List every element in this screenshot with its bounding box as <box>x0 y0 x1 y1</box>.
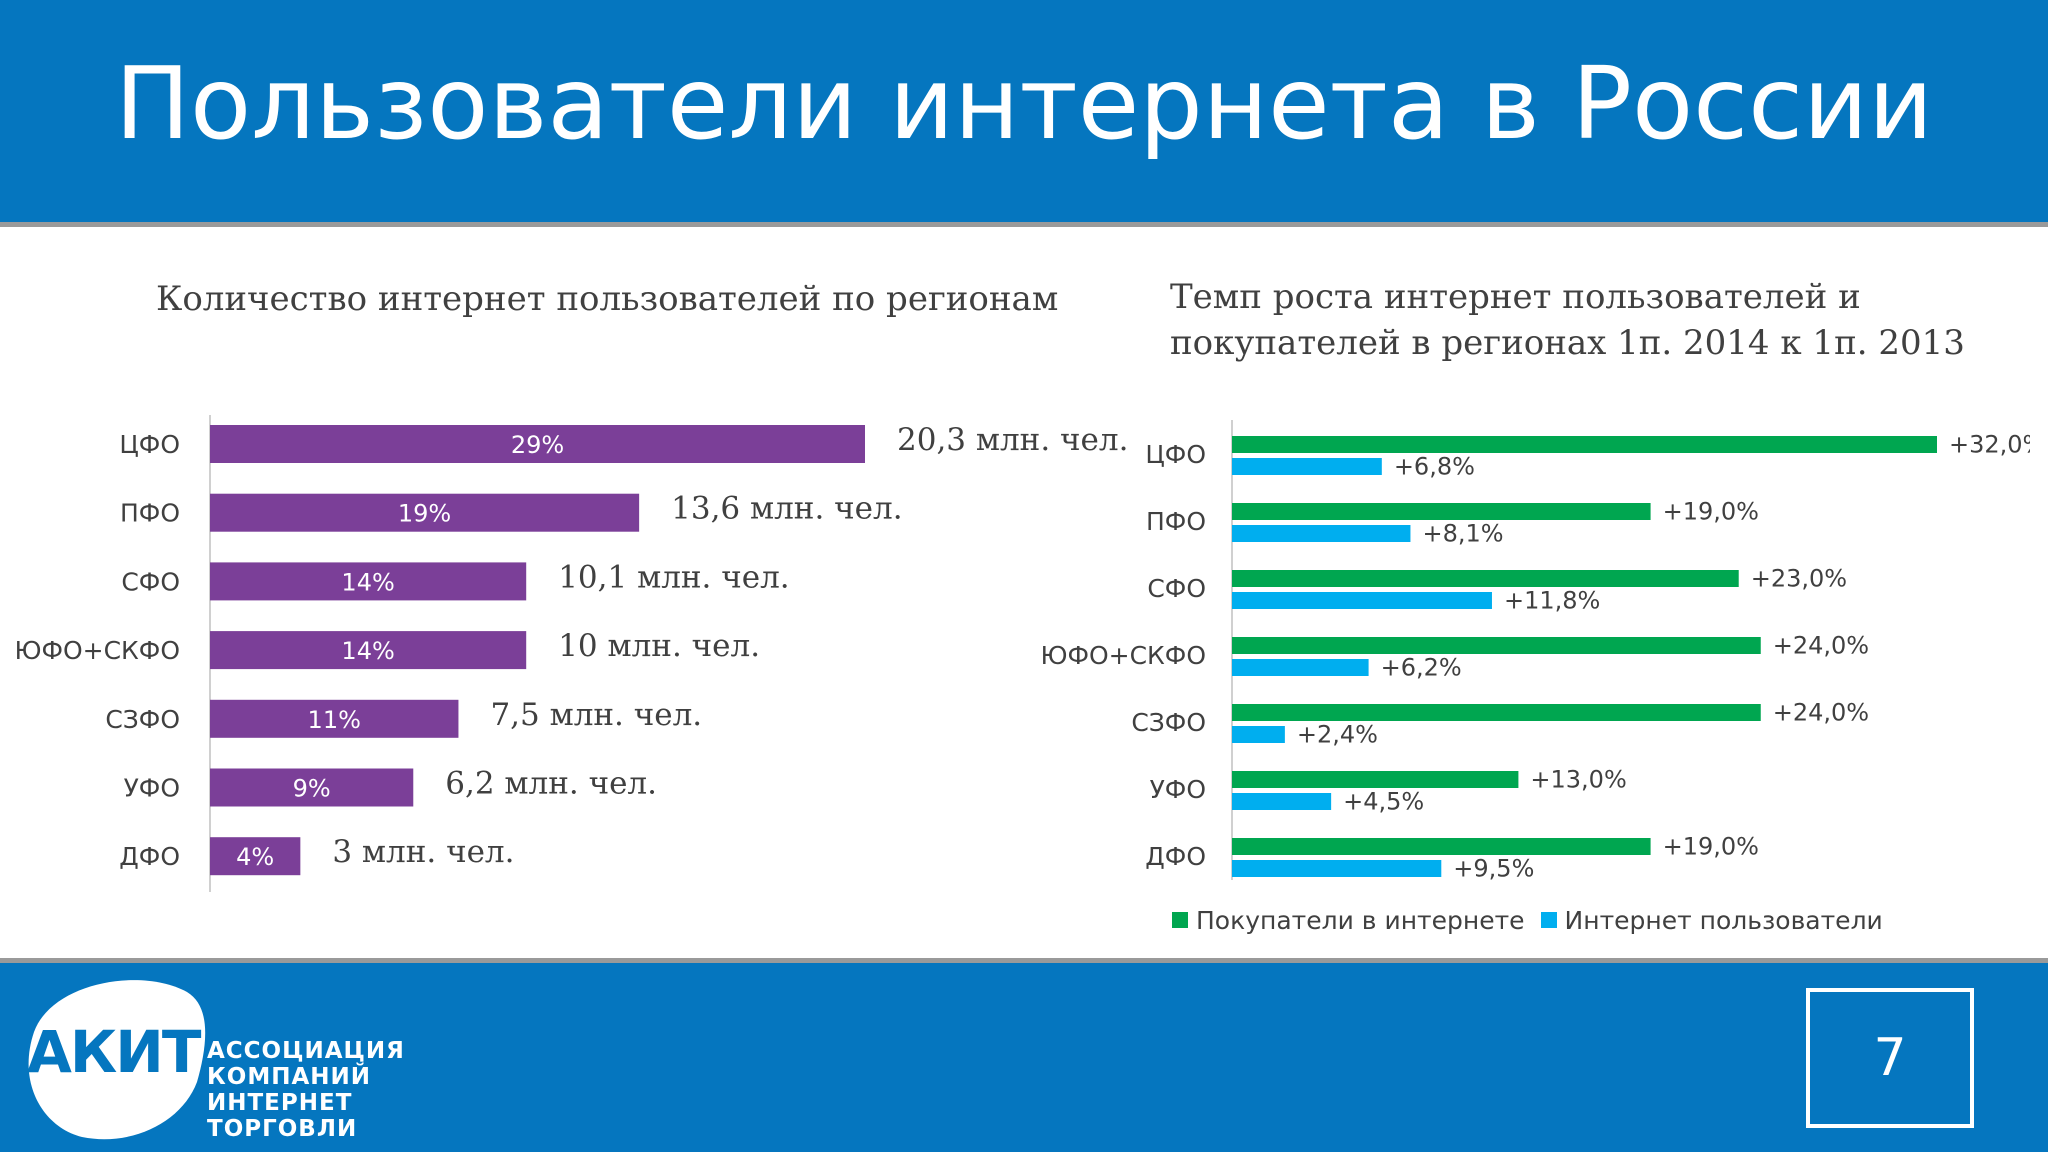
users-label-7: +9,5% <box>1453 855 1534 883</box>
legend-item-users: Интернет пользователи <box>1540 905 1883 935</box>
page-title: Пользователи интернета в России <box>114 45 1934 162</box>
footer-divider <box>0 958 2048 963</box>
buyers-label-3: +23,0% <box>1751 565 1847 593</box>
buyers-bar-4 <box>1232 637 1761 654</box>
users-label-3: +11,8% <box>1504 587 1600 615</box>
buyers-bar-3 <box>1232 570 1739 587</box>
org-name: АССОЦИАЦИЯ КОМПАНИЙ ИНТЕРНЕТ ТОРГОВЛИ <box>207 1038 405 1142</box>
users-label-1: +6,8% <box>1394 453 1475 481</box>
category-label-6: УФО <box>124 774 180 803</box>
legend-label-buyers: Покупатели в интернете <box>1196 905 1525 935</box>
buyers-label-6: +13,0% <box>1530 766 1626 794</box>
users-label-6: +4,5% <box>1343 788 1424 816</box>
header-divider <box>0 222 2048 227</box>
buyers-bar-1 <box>1232 436 1937 453</box>
bar-7 <box>210 837 301 876</box>
chart2-category-label-6: УФО <box>1150 775 1206 804</box>
buyers-label-7: +19,0% <box>1663 833 1759 861</box>
regional-users-chart: ЦФО 29% 20,3 млн. чел. ПФО 19% 13,6 млн. чел.… <box>14 415 1128 892</box>
users-bar-2 <box>1232 525 1411 542</box>
bar-2 <box>210 493 640 532</box>
value-label-1: 29% <box>511 431 564 459</box>
logo-blob-shape <box>28 980 206 1140</box>
annotation-label-4: 10 млн. чел. <box>558 628 760 664</box>
org-name-line-2: КОМПАНИЙ <box>207 1064 372 1090</box>
org-name-line-1: АССОЦИАЦИЯ <box>207 1038 405 1064</box>
chart2-category-label-5: СЗФО <box>1131 708 1206 737</box>
chart2-title: Темп роста интернет пользователей и поку… <box>1170 277 1965 363</box>
buyers-bar-5 <box>1232 704 1761 721</box>
users-bar-4 <box>1232 659 1369 676</box>
buyers-label-5: +24,0% <box>1773 699 1869 727</box>
chart2-category-label-7: ДФО <box>1145 842 1206 871</box>
bar-3 <box>210 562 527 601</box>
category-label-2: ПФО <box>120 499 180 528</box>
legend-label-users: Интернет пользователи <box>1564 905 1883 935</box>
buyers-label-2: +19,0% <box>1663 498 1759 526</box>
category-label-7: ДФО <box>119 842 180 871</box>
legend-swatch-blue <box>1540 912 1557 928</box>
users-bar-3 <box>1232 592 1492 609</box>
chart1-title: Количество интернет пользователей по рег… <box>156 279 1059 319</box>
footer-bar <box>0 963 2048 1152</box>
chart2-legend: Покупатели в интернете Интернет пользова… <box>1172 902 1899 938</box>
users-bar-1 <box>1232 458 1382 475</box>
users-bar-6 <box>1232 793 1332 810</box>
legend-swatch-green <box>1172 912 1188 928</box>
chart2-category-label-3: СФО <box>1147 574 1206 603</box>
value-label-3: 14% <box>341 568 394 596</box>
value-label-4: 14% <box>341 637 394 665</box>
value-label-7: 4% <box>236 843 274 871</box>
page-number: 7 <box>1873 1028 1907 1088</box>
annotation-label-2: 13,6 млн. чел. <box>671 491 902 527</box>
chart2-category-label-1: ЦФО <box>1145 440 1206 469</box>
value-label-2: 19% <box>398 500 451 528</box>
chart2-category-label-4: ЮФО+СКФО <box>1040 641 1206 670</box>
annotation-label-6: 6,2 млн. чел. <box>445 766 657 802</box>
annotation-label-3: 10,1 млн. чел. <box>558 559 789 595</box>
buyers-label-1: +32,0% <box>1949 431 2030 459</box>
users-label-4: +6,2% <box>1381 654 1462 682</box>
header-bar <box>0 0 2048 222</box>
buyers-bar-7 <box>1232 838 1651 855</box>
annotation-label-5: 7,5 млн. чел. <box>490 697 702 733</box>
bar-4 <box>210 631 527 670</box>
value-label-6: 9% <box>293 775 331 803</box>
category-label-3: СФО <box>121 567 180 596</box>
org-name-line-3: ИНТЕРНЕТ <box>207 1090 353 1116</box>
bar-6 <box>210 768 414 807</box>
annotation-label-7: 3 млн. чел. <box>332 834 514 870</box>
users-bar-5 <box>1232 726 1285 743</box>
buyers-bar-6 <box>1232 771 1519 788</box>
users-bar-7 <box>1232 860 1442 877</box>
category-label-5: СЗФО <box>105 705 180 734</box>
bar-1 <box>210 425 865 463</box>
annotation-label-1: 20,3 млн. чел. <box>897 422 1128 458</box>
bar-5 <box>210 699 459 738</box>
org-name-line-4: ТОРГОВЛИ <box>207 1116 358 1142</box>
legend-item-buyers: Покупатели в интернете <box>1172 906 1525 935</box>
category-label-1: ЦФО <box>119 430 180 459</box>
buyers-label-4: +24,0% <box>1773 632 1869 660</box>
users-label-5: +2,4% <box>1297 721 1378 749</box>
users-label-2: +8,1% <box>1422 520 1503 548</box>
growth-rate-chart: ЦФО +32,0% +6,8% ПФО +19,0% +8,1% СФО +23,0% +11… <box>1040 420 2030 883</box>
page-number-box: 7 <box>1806 988 1974 1128</box>
chart2-category-label-2: ПФО <box>1146 507 1206 536</box>
logo-wordmark: АКИТ <box>27 1018 202 1086</box>
value-label-5: 11% <box>308 706 361 734</box>
category-label-4: ЮФО+СКФО <box>14 636 180 665</box>
akit-logo: АКИТ <box>27 980 206 1140</box>
buyers-bar-2 <box>1232 503 1651 520</box>
